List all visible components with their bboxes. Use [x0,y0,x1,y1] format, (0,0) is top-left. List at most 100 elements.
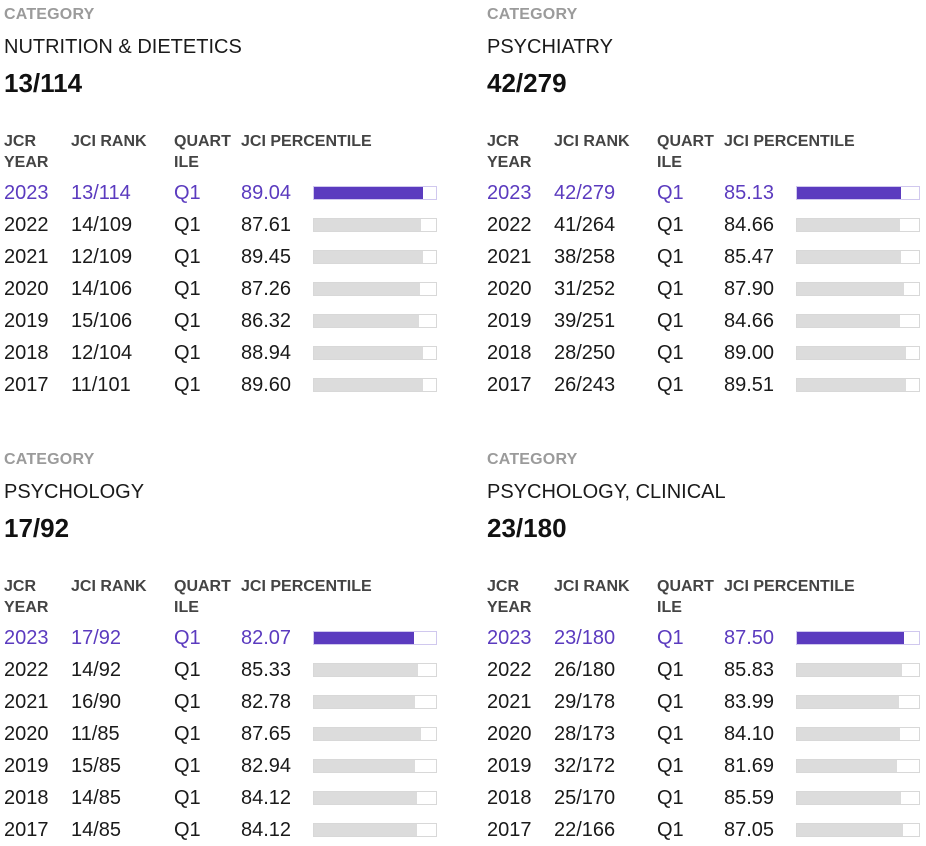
percentile-bar [313,378,437,392]
percentile-cell: 82.94 [241,754,292,777]
percentile-bar-fill [797,251,902,263]
rank-cell: 15/106 [71,309,133,332]
table-row: 2019 39/251 Q1 84.66 [487,305,926,337]
percentile-cell: 85.47 [724,245,775,268]
percentile-bar-fill [797,315,901,327]
year-cell: 2017 [4,373,49,396]
table-header: JCR YEAR JCI RANK QUART ILE JCI PERCENTILE [4,576,444,618]
percentile-bar-fill [797,283,905,295]
rank-cell: 14/85 [71,786,122,809]
quartile-cell: Q1 [174,373,201,396]
category-rank: 42/279 [487,68,567,98]
percentile-bar [796,823,920,837]
percentile-bar-fill [314,315,420,327]
year-cell: 2023 [4,181,49,204]
year-cell: 2022 [4,213,49,236]
percentile-bar [313,631,437,645]
table-row: 2018 25/170 Q1 85.59 [487,782,926,814]
percentile-cell: 82.78 [241,690,292,713]
table-row: 2023 23/180 Q1 87.50 [487,622,926,654]
percentile-cell: 87.90 [724,277,775,300]
category-rank: 17/92 [4,513,70,543]
year-cell: 2021 [4,245,49,268]
quartile-cell: Q1 [657,245,684,268]
percentile-bar [796,186,920,200]
category-name: PSYCHOLOGY, CLINICAL [487,481,726,503]
rank-cell: 42/279 [554,181,616,204]
percentile-cell: 84.66 [724,309,775,332]
percentile-bar [796,631,920,645]
header-jci-rank: JCI RANK [71,133,147,150]
percentile-bar-fill [797,792,902,804]
category-card: CATEGORY PSYCHIATRY 42/279 JCR YEAR JCI RANK… [487,5,926,401]
year-cell: 2020 [487,277,532,300]
percentile-bar-fill [314,760,416,772]
quartile-cell: Q1 [174,754,201,777]
rank-cell: 23/180 [554,626,616,649]
percentile-bar-fill [797,696,900,708]
year-cell: 2022 [487,658,532,681]
quartile-cell: Q1 [174,181,201,204]
percentile-bar-fill [314,187,423,199]
percentile-cell: 87.61 [241,213,292,236]
percentile-bar [313,314,437,328]
percentile-bar-fill [314,379,424,391]
rank-cell: 11/85 [71,722,120,745]
percentile-bar-fill [797,187,901,199]
percentile-cell: 85.33 [241,658,292,681]
category-card: CATEGORY PSYCHOLOGY 17/92 JCR YEAR JCI RANK Q… [4,450,444,846]
percentile-bar-fill [314,283,421,295]
table-row: 2020 31/252 Q1 87.90 [487,273,926,305]
percentile-cell: 84.12 [241,786,292,809]
percentile-bar [313,727,437,741]
rank-cell: 29/178 [554,690,616,713]
quartile-cell: Q1 [657,309,684,332]
table-header: JCR YEAR JCI RANK QUART ILE JCI PERCENTILE [487,576,926,618]
category-label: CATEGORY [4,451,95,468]
quartile-cell: Q1 [174,341,201,364]
quartile-cell: Q1 [657,818,684,841]
rank-cell: 26/243 [554,373,616,396]
year-cell: 2021 [487,245,532,268]
category-label: CATEGORY [4,6,95,23]
rank-cell: 28/173 [554,722,616,745]
percentile-bar-fill [314,632,415,644]
table-row: 2018 12/104 Q1 88.94 [4,337,444,369]
percentile-bar [796,791,920,805]
year-cell: 2021 [4,690,49,713]
percentile-cell: 84.10 [724,722,775,745]
percentile-bar-fill [314,792,417,804]
table-row: 2022 41/264 Q1 84.66 [487,209,926,241]
percentile-bar [796,282,920,296]
percentile-cell: 82.07 [241,626,292,649]
rank-cell: 28/250 [554,341,616,364]
category-rank: 23/180 [487,513,567,543]
percentile-bar [313,250,437,264]
table-row: 2020 28/173 Q1 84.10 [487,718,926,750]
year-cell: 2020 [4,722,49,745]
header-jci-percentile: JCI PERCENTILE [724,133,855,150]
percentile-bar [796,346,920,360]
quartile-cell: Q1 [174,786,201,809]
quartile-cell: Q1 [657,373,684,396]
year-cell: 2019 [4,309,49,332]
percentile-bar [313,791,437,805]
table-row: 2021 29/178 Q1 83.99 [487,686,926,718]
percentile-cell: 89.60 [241,373,292,396]
year-cell: 2018 [4,786,49,809]
percentile-bar-fill [797,632,904,644]
percentile-cell: 87.05 [724,818,775,841]
percentile-bar-fill [314,824,417,836]
percentile-cell: 85.83 [724,658,775,681]
percentile-bar [313,759,437,773]
quartile-cell: Q1 [174,722,201,745]
year-cell: 2020 [487,722,532,745]
rank-cell: 14/109 [71,213,133,236]
year-cell: 2023 [487,181,532,204]
table-row: 2021 16/90 Q1 82.78 [4,686,444,718]
year-cell: 2018 [4,341,49,364]
percentile-bar-fill [797,760,897,772]
rank-cell: 14/106 [71,277,133,300]
percentile-bar [796,759,920,773]
